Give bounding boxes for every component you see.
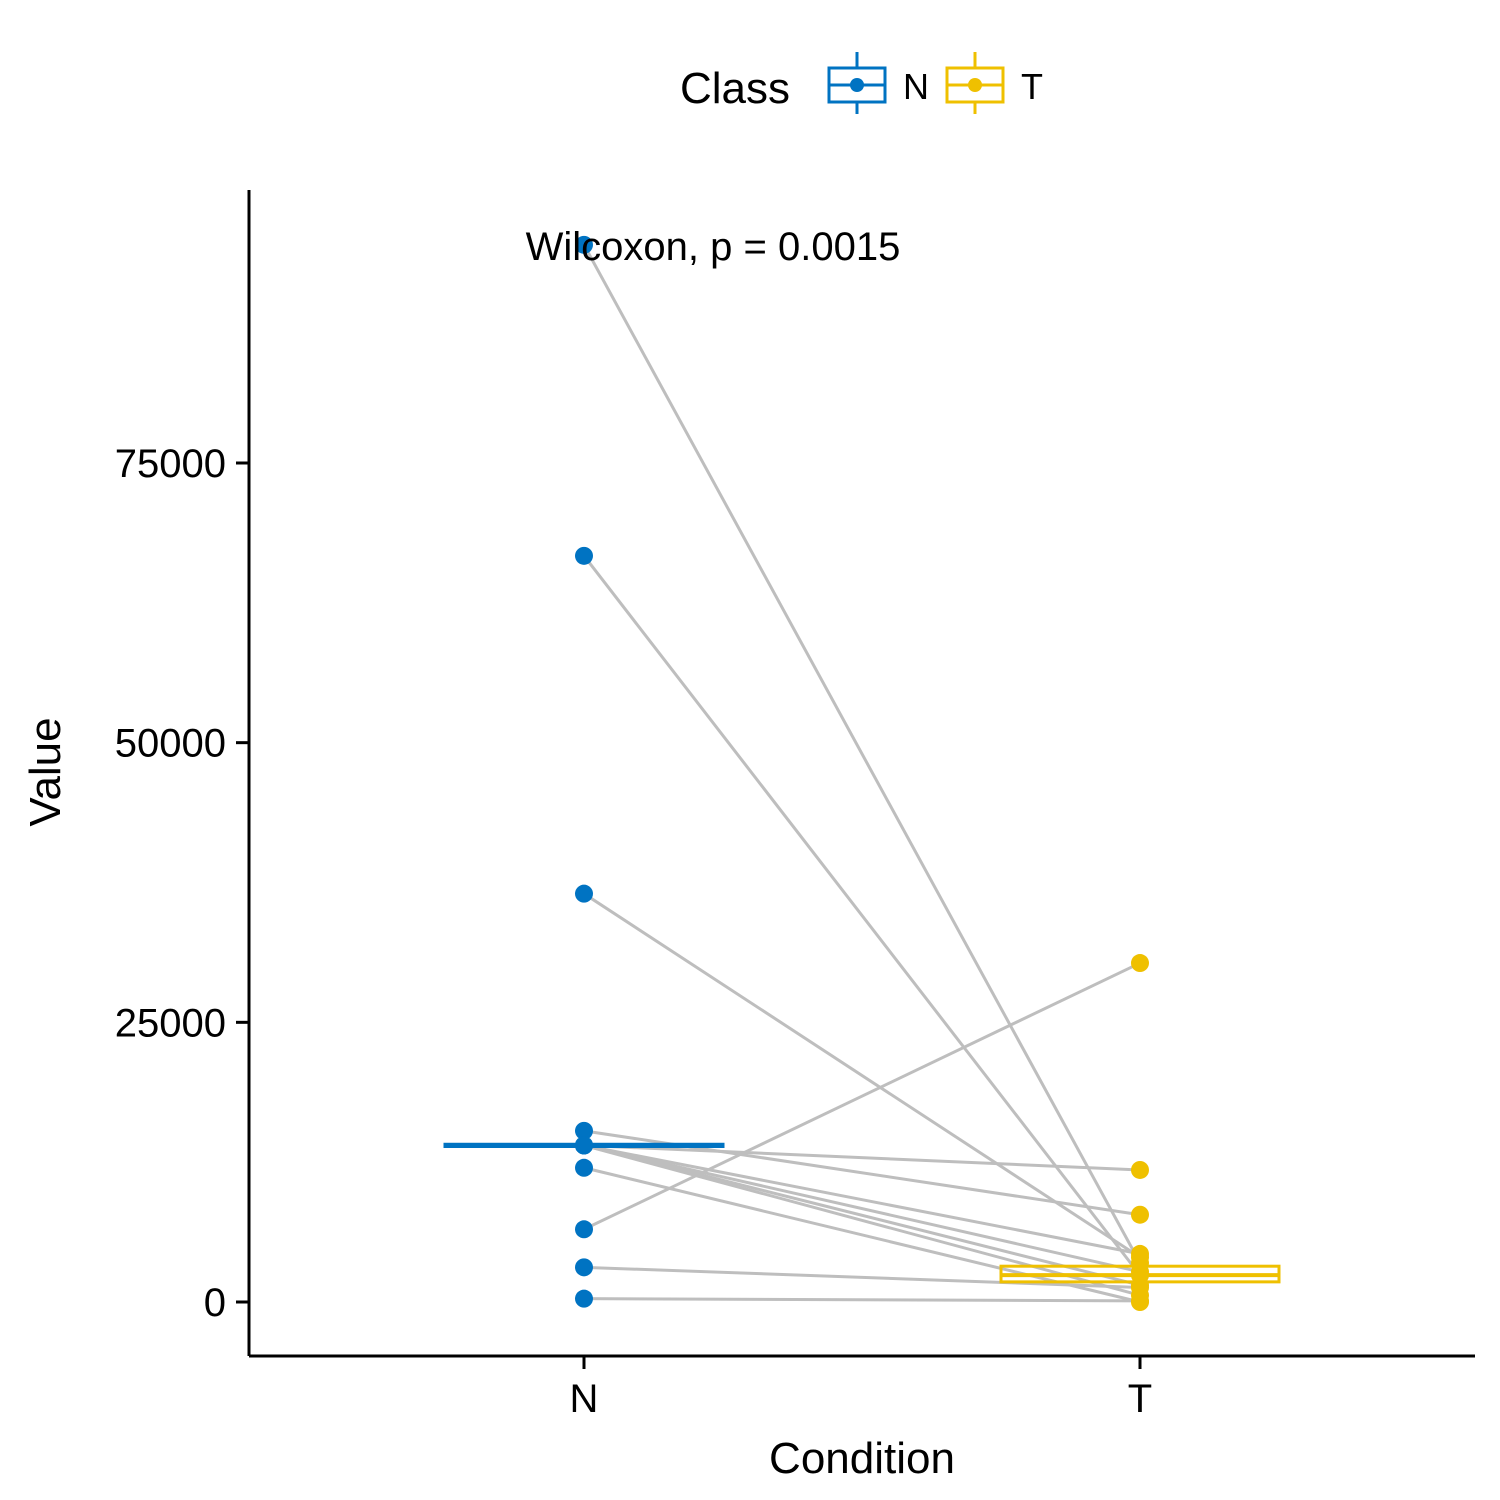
point-T bbox=[1131, 1262, 1149, 1281]
points bbox=[575, 235, 1149, 1311]
pair-lines bbox=[582, 244, 1142, 1304]
x-axis-title: Condition bbox=[769, 1434, 955, 1483]
y-tick-label: 0 bbox=[204, 1281, 226, 1325]
legend-title: Class bbox=[680, 64, 790, 113]
legend-label-T: T bbox=[1021, 66, 1043, 107]
point-N bbox=[575, 884, 593, 903]
pair-line bbox=[583, 1143, 1141, 1256]
pair-line bbox=[583, 1143, 1141, 1274]
wilcoxon-annotation: Wilcoxon, p = 0.0015 bbox=[526, 225, 901, 269]
x-tick-label: T bbox=[1128, 1377, 1152, 1421]
y-ticks: 0 25000 50000 75000 bbox=[115, 442, 249, 1325]
point-N bbox=[575, 1258, 593, 1277]
y-axis-title: Value bbox=[21, 717, 70, 826]
point-N bbox=[575, 235, 593, 254]
boxes bbox=[443, 1142, 1281, 1284]
point-T bbox=[1131, 1244, 1149, 1263]
pair-line bbox=[583, 1297, 1141, 1303]
pair-line bbox=[582, 554, 1142, 1277]
pair-line bbox=[583, 1143, 1141, 1297]
pair-line bbox=[583, 1143, 1141, 1287]
legend-key-T bbox=[945, 52, 1005, 114]
pair-line bbox=[582, 244, 1142, 1264]
point-N bbox=[575, 1121, 593, 1140]
point-T bbox=[1131, 1160, 1149, 1179]
point-N bbox=[575, 1289, 593, 1308]
y-tick-label: 75000 bbox=[115, 442, 226, 486]
point-N bbox=[575, 546, 593, 565]
legend-key-N bbox=[827, 52, 887, 114]
pair-line bbox=[583, 961, 1141, 1231]
point-N bbox=[575, 1220, 593, 1239]
point-T bbox=[1131, 1278, 1149, 1297]
pair-line bbox=[583, 1166, 1141, 1304]
x-tick-label: N bbox=[570, 1377, 599, 1421]
point-T bbox=[1131, 1205, 1149, 1224]
point-T bbox=[1131, 1291, 1149, 1310]
y-tick-label: 25000 bbox=[115, 1001, 226, 1045]
point-N bbox=[575, 1158, 593, 1177]
y-tick-label: 50000 bbox=[115, 722, 226, 766]
point-T bbox=[1131, 954, 1149, 973]
pair-line bbox=[583, 1265, 1141, 1289]
point-N bbox=[575, 1136, 593, 1155]
pair-line bbox=[583, 892, 1141, 1259]
legend-label-N: N bbox=[903, 66, 929, 107]
pair-line bbox=[583, 1143, 1141, 1172]
